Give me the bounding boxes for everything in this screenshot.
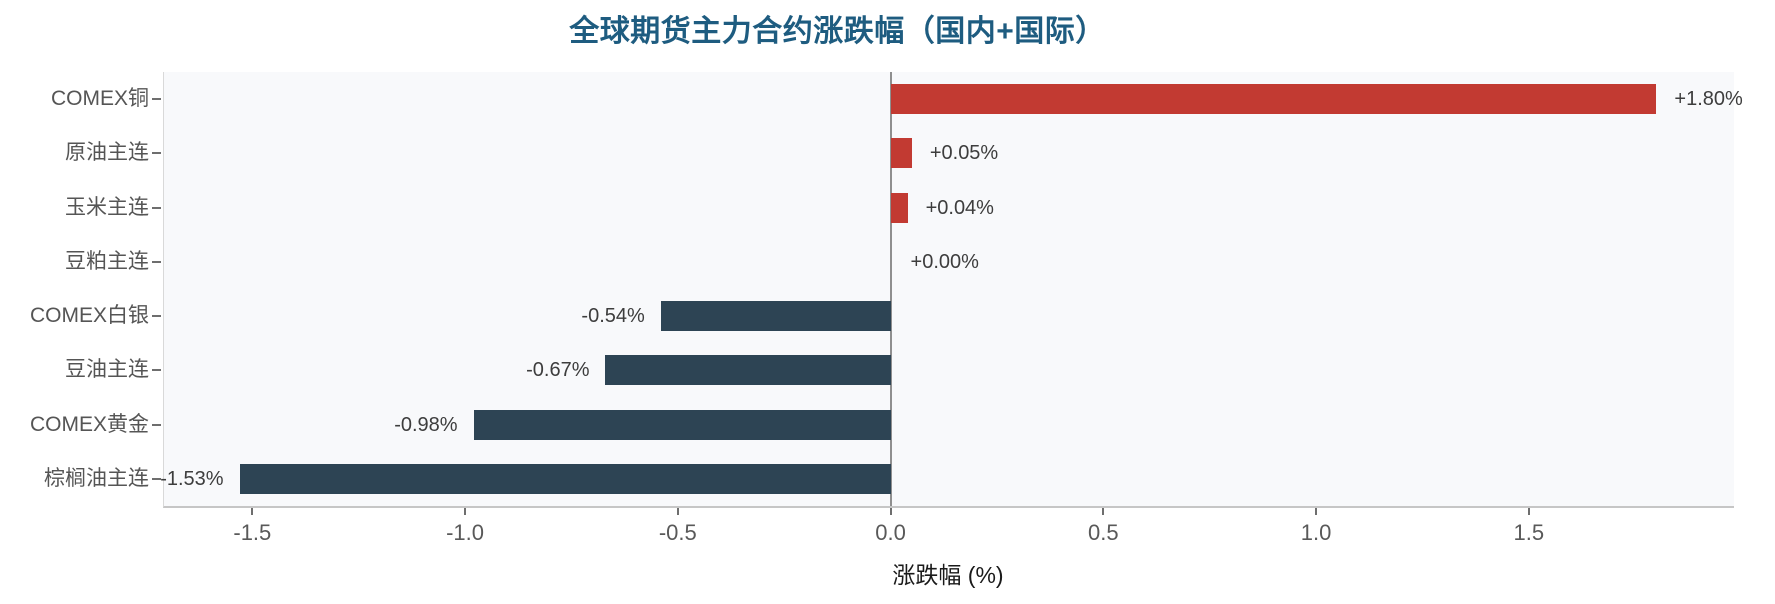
bar-value-label: -0.67% [526,359,590,382]
y-tick-mark [152,315,161,318]
x-tick-mark [1315,508,1318,515]
x-tick-mark [1102,508,1105,515]
y-tick-mark [152,260,161,263]
bar-value-label: +0.04% [925,196,994,219]
category-label: 棕榈油主连 [44,466,149,490]
x-tick-label: -0.5 [658,520,697,545]
chart-title: 全球期货主力合约涨跌幅（国内+国际） [569,15,1106,48]
bar-value-label: +0.00% [910,250,979,273]
category-label: 原油主连 [65,141,149,165]
x-tick-mark [1527,508,1530,515]
plot-area [163,72,1734,508]
category-label: COMEX白银 [29,304,149,328]
bar-value-label: +1.80% [1674,88,1743,111]
bar [605,355,891,386]
x-tick-label: 1.5 [1513,520,1545,545]
category-label: 豆粕主连 [65,249,149,273]
bar [890,84,1657,115]
x-tick-label: -1.5 [233,520,272,545]
zero-axis-line [889,72,892,506]
y-tick-mark [152,206,161,209]
x-tick-label: 1.0 [1300,520,1332,545]
bar [890,138,912,169]
category-label: 玉米主连 [65,195,149,219]
x-tick-label: -1.0 [446,520,485,545]
x-tick-mark [676,508,679,515]
bar [660,301,891,332]
y-tick-mark [152,369,161,372]
category-label: COMEX黄金 [29,412,149,436]
bar-value-label: -0.98% [394,413,458,436]
category-label: COMEX铜 [50,87,149,111]
x-axis-label: 涨跌幅 (%) [892,562,1004,588]
category-label: 豆油主连 [65,358,149,382]
bar [473,409,891,440]
y-tick-mark [152,152,161,155]
bar [239,463,891,494]
y-tick-mark [152,423,161,426]
x-tick-label: 0.0 [875,520,906,545]
y-tick-mark [152,98,161,101]
bar-value-label: -1.53% [160,467,224,490]
y-tick-mark [152,477,161,480]
x-tick-label: 0.5 [1088,520,1119,545]
bar-value-label: +0.05% [929,142,999,165]
bar [890,192,908,223]
x-tick-mark [464,508,467,515]
x-tick-mark [251,508,254,515]
x-tick-mark [889,508,892,515]
bar-value-label: -0.54% [581,305,645,328]
